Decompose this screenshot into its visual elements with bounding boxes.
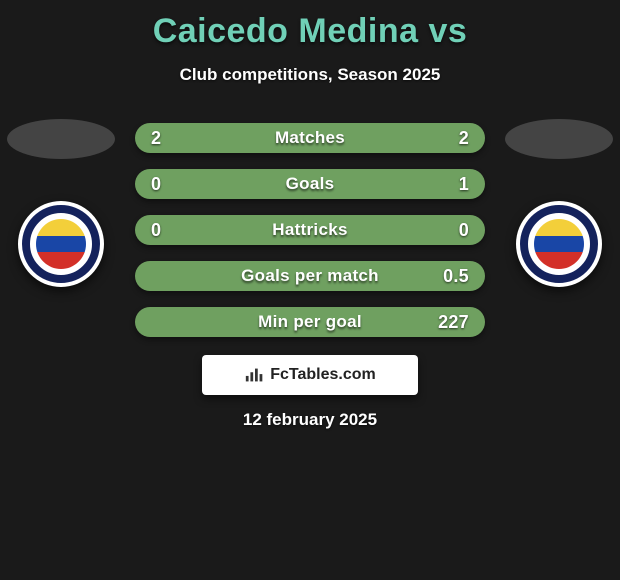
stat-left-value: 2 (151, 128, 211, 149)
date-text: 12 february 2025 (0, 410, 620, 430)
stat-label: Goals (211, 174, 409, 194)
subtitle: Club competitions, Season 2025 (0, 65, 620, 85)
stat-label: Matches (211, 128, 409, 148)
brand-text: FcTables.com (270, 366, 376, 384)
stat-right-value: 1 (409, 174, 469, 195)
stat-row-min-per-goal: Min per goal 227 (135, 307, 485, 337)
brand-pill: FcTables.com (202, 355, 418, 395)
stat-row-goals: 0 Goals 1 (135, 169, 485, 199)
stat-left-value: 0 (151, 174, 211, 195)
stat-right-value: 227 (409, 312, 469, 333)
stat-left-value: 0 (151, 220, 211, 241)
stat-right-value: 0.5 (409, 266, 469, 287)
stats-table: 2 Matches 2 0 Goals 1 0 Hattricks 0 Goal… (135, 123, 485, 353)
bar-chart-icon (244, 366, 266, 384)
stat-row-hattricks: 0 Hattricks 0 (135, 215, 485, 245)
left-player-column (6, 115, 116, 287)
stat-right-value: 0 (409, 220, 469, 241)
stat-right-value: 2 (409, 128, 469, 149)
stat-label: Hattricks (211, 220, 409, 240)
stat-row-goals-per-match: Goals per match 0.5 (135, 261, 485, 291)
comparison-infographic: Caicedo Medina vs Club competitions, Sea… (0, 0, 620, 580)
page-title: Caicedo Medina vs (0, 0, 620, 51)
stat-row-matches: 2 Matches 2 (135, 123, 485, 153)
left-club-badge (18, 201, 104, 287)
left-flag-placeholder (7, 119, 115, 159)
right-flag-placeholder (505, 119, 613, 159)
right-player-column (504, 115, 614, 287)
stat-label: Goals per match (211, 266, 409, 286)
badge-inner (534, 219, 584, 269)
right-club-badge (516, 201, 602, 287)
stat-label: Min per goal (211, 312, 409, 332)
badge-inner (36, 219, 86, 269)
